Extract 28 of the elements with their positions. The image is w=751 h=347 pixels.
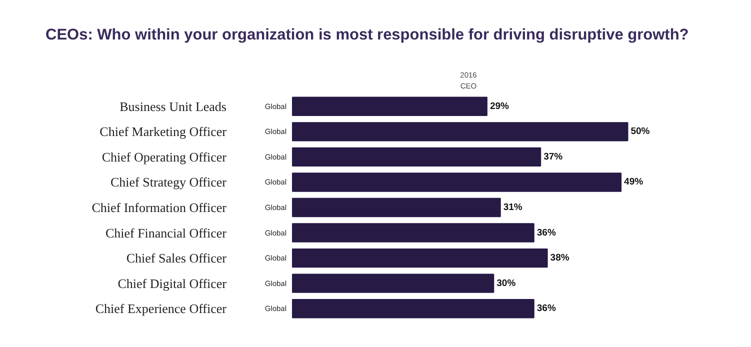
y-tick-label: Chief Financial Officer xyxy=(105,225,228,240)
y-tick-label: Chief Information Officer xyxy=(92,200,228,215)
y-tick-label: Chief Marketing Officer xyxy=(100,124,228,140)
y-tick-label: Chief Operating Officer xyxy=(102,149,228,164)
data-label: 36% xyxy=(536,227,556,238)
bar xyxy=(292,223,534,242)
data-label: 30% xyxy=(496,278,516,289)
data-label: 31% xyxy=(503,202,523,213)
bar xyxy=(292,299,534,318)
bar xyxy=(292,96,488,116)
data-label: 38% xyxy=(550,252,570,264)
data-label: 37% xyxy=(544,151,564,162)
data-label: 49% xyxy=(624,176,644,188)
bar xyxy=(292,147,542,167)
y-tick-label: Chief Strategy Officer xyxy=(110,174,228,190)
data-label: 36% xyxy=(536,303,556,314)
chart-title: CEOs: Who within your organization is most responsible for driving disruptive growth? xyxy=(46,26,689,44)
y-tick-label: Chief Digital Officer xyxy=(118,276,228,291)
data-label: 50% xyxy=(630,126,650,138)
data-label: 29% xyxy=(490,100,510,112)
bar xyxy=(292,122,628,142)
bar xyxy=(292,274,494,293)
bar xyxy=(292,198,501,218)
y-tick-label: Chief Sales Officer xyxy=(126,250,228,266)
bar xyxy=(292,248,548,268)
y-tick-label: Business Unit Leads xyxy=(120,98,227,114)
bar xyxy=(292,172,622,192)
y-tick-label: Chief Experience Officer xyxy=(95,301,228,316)
